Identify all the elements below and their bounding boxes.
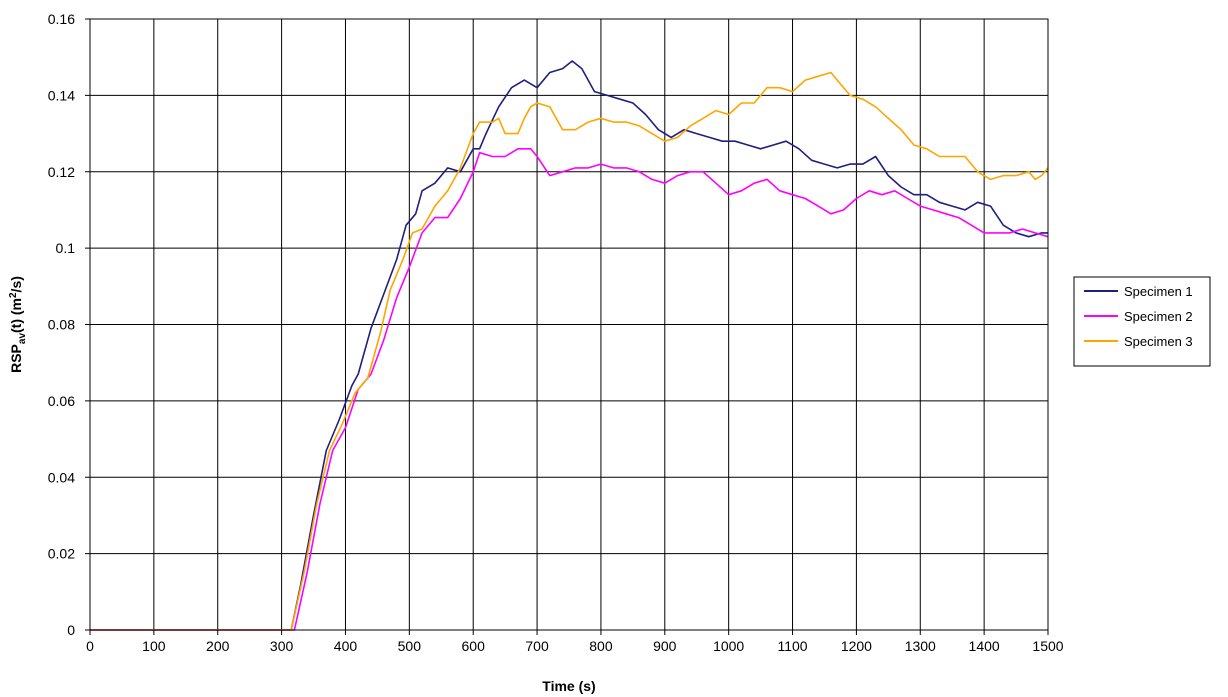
x-tick-label: 200 xyxy=(206,638,230,654)
x-tick-label: 300 xyxy=(270,638,294,654)
legend-label-3: Specimen 3 xyxy=(1124,334,1193,349)
y-axis-label-subscript: av xyxy=(17,333,28,345)
series-lines xyxy=(90,60,1049,631)
y-axis-ticks: 0 0.02 0.04 0.06 0.08 0.1 0.12 0.14 0.16 xyxy=(48,11,90,638)
x-tick-label: 1400 xyxy=(969,638,1000,654)
x-tick-label: 1200 xyxy=(841,638,872,654)
x-tick-label: 1300 xyxy=(905,638,936,654)
y-axis-label-middle: (t) (m xyxy=(8,298,24,333)
y-axis-label-end: /s) xyxy=(8,276,24,292)
x-tick-label: 1000 xyxy=(713,638,744,654)
legend: Specimen 1 Specimen 2 Specimen 3 xyxy=(1073,276,1211,367)
y-tick-label: 0 xyxy=(67,622,75,638)
y-tick-label: 0.14 xyxy=(48,87,75,103)
grid-lines xyxy=(89,18,1049,631)
x-tick-label: 500 xyxy=(398,638,422,654)
y-tick-label: 0.08 xyxy=(48,317,75,333)
series-line-3 xyxy=(90,71,1049,631)
series-line-2 xyxy=(90,148,1049,631)
x-axis-label: Time (s) xyxy=(542,678,595,694)
y-tick-label: 0.02 xyxy=(48,546,75,562)
x-tick-label: 400 xyxy=(334,638,358,654)
x-tick-label: 700 xyxy=(525,638,549,654)
y-tick-label: 0.1 xyxy=(56,240,76,256)
y-axis-label-superscript: 2 xyxy=(8,292,19,298)
y-axis-label: RSPav(t) (m2/s) xyxy=(8,276,28,373)
legend-label-1: Specimen 1 xyxy=(1124,284,1193,299)
x-tick-label: 1500 xyxy=(1032,638,1063,654)
x-tick-label: 0 xyxy=(86,638,94,654)
y-tick-label: 0.06 xyxy=(48,393,75,409)
x-tick-label: 900 xyxy=(653,638,677,654)
x-axis-ticks: 0 100 200 300 400 500 600 700 800 900 1000 1100 1200… xyxy=(86,630,1064,654)
x-tick-label: 1100 xyxy=(777,638,807,654)
x-tick-label: 600 xyxy=(462,638,486,654)
y-tick-label: 0.16 xyxy=(48,11,75,27)
legend-label-2: Specimen 2 xyxy=(1124,309,1193,324)
x-tick-label: 800 xyxy=(589,638,613,654)
series-line-1 xyxy=(90,60,1048,631)
y-tick-label: 0.04 xyxy=(48,469,75,485)
y-tick-label: 0.12 xyxy=(48,164,75,180)
x-tick-label: 100 xyxy=(142,638,166,654)
y-axis-label-main: RSP xyxy=(8,344,24,373)
